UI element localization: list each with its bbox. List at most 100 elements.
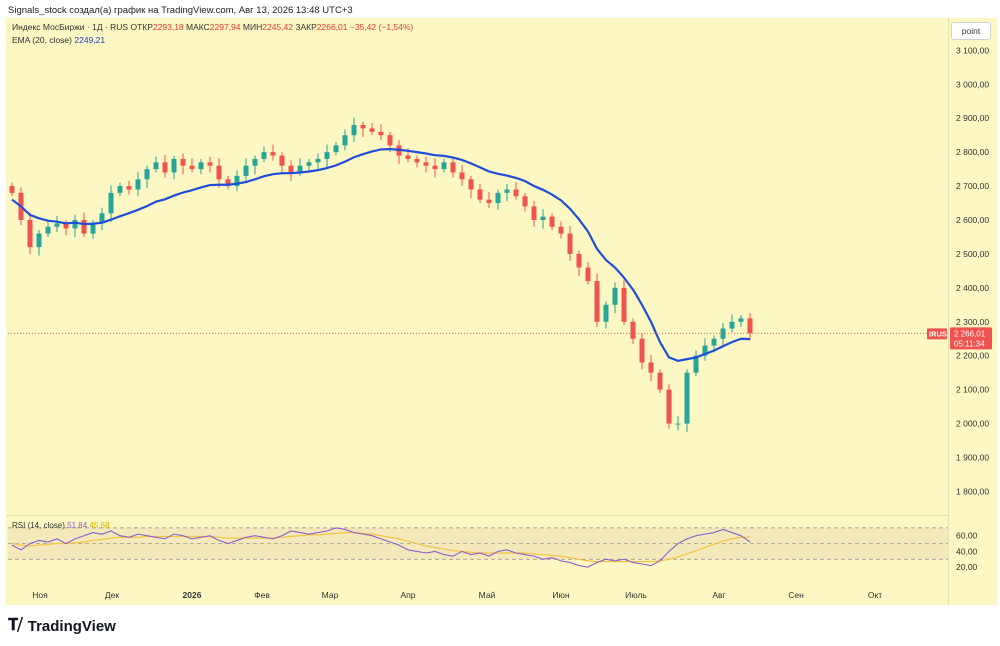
candle-body xyxy=(63,223,69,229)
candle-body xyxy=(504,189,510,193)
time-tick-label: Дек xyxy=(105,590,119,600)
candle-body xyxy=(333,145,339,153)
candle-body xyxy=(180,158,186,166)
rsi-ma-line xyxy=(11,531,750,563)
ohlc-legend: Индекс МосБиржи · 1Д · RUS ОТКР2293,18 М… xyxy=(12,22,413,32)
price-tick-label: 2 100,00 xyxy=(956,385,989,395)
candle-body xyxy=(243,165,249,176)
candle-body xyxy=(27,220,33,248)
time-tick-label: Июн xyxy=(552,590,569,600)
price-tick-label: 2 300,00 xyxy=(956,317,989,327)
high-label: МАКС xyxy=(186,22,210,32)
candle-body xyxy=(576,253,582,268)
time-tick-label: Сен xyxy=(788,590,804,600)
low-label: МИН xyxy=(242,22,263,32)
candle-body xyxy=(630,321,636,339)
price-tick-label: 2 600,00 xyxy=(956,215,989,225)
candle-body xyxy=(666,389,672,424)
candle-body xyxy=(702,345,708,356)
candle-body xyxy=(441,162,447,170)
candle-body xyxy=(657,372,663,390)
price-tick-label: 2 800,00 xyxy=(956,147,989,157)
ema-layer xyxy=(11,147,751,362)
high-value: 2297,94 xyxy=(209,22,241,32)
close-value: 2266,01 xyxy=(316,22,348,32)
candle-body xyxy=(405,155,411,159)
price-tick-label: 2 900,00 xyxy=(956,113,989,123)
candle-body xyxy=(513,189,519,197)
candle-body xyxy=(495,192,501,204)
candle-body xyxy=(711,338,717,346)
candle-body xyxy=(648,362,654,373)
close-label: ЗАКР xyxy=(295,22,317,32)
price-tick-label: 2 000,00 xyxy=(956,419,989,429)
candle-body xyxy=(324,152,330,159)
ema-line xyxy=(11,147,751,362)
candle-body xyxy=(189,165,195,170)
candle-body xyxy=(378,131,384,136)
ema-legend-value: 2249,21 xyxy=(74,35,106,45)
candle-body xyxy=(531,206,537,220)
candle-body xyxy=(486,199,492,204)
candle-body xyxy=(261,152,267,159)
candle-body xyxy=(369,128,375,132)
time-tick-label: Май xyxy=(479,590,496,600)
candle-body xyxy=(693,355,699,373)
candle-body xyxy=(90,223,96,234)
tradingview-logo-icon: 𝐓⧸ xyxy=(8,617,23,634)
candle-body xyxy=(252,158,258,166)
price-tick-label: 2 400,00 xyxy=(956,283,989,293)
candle-body xyxy=(279,155,285,166)
candle-body xyxy=(216,165,222,180)
price-tag-value: 2 266,01 xyxy=(954,329,986,338)
price-tag-bg xyxy=(950,327,992,350)
rsi-line xyxy=(11,527,751,568)
candle-body xyxy=(225,179,231,187)
candle-body xyxy=(135,179,141,190)
rsi-legend: RSI (14, close) 51,84 45,68 xyxy=(12,521,109,530)
candle-body xyxy=(639,338,645,363)
candle-body xyxy=(315,158,321,163)
open-value: 2293,18 xyxy=(152,22,184,32)
ema-legend: EMA (20, close) 2249,21 xyxy=(12,35,105,45)
price-tick-label: 2 200,00 xyxy=(956,351,989,361)
candle-body xyxy=(738,318,744,322)
price-tick-label: 2 500,00 xyxy=(956,249,989,259)
candle-body xyxy=(360,125,366,129)
candle-body xyxy=(549,216,555,227)
candle-body xyxy=(684,372,690,424)
candle-body xyxy=(297,165,303,173)
time-tick-label: Окт xyxy=(868,590,882,600)
rsi-tick-label: 40,00 xyxy=(956,546,978,556)
candle-body xyxy=(423,162,429,166)
candle-body xyxy=(387,135,393,146)
pane-separator[interactable] xyxy=(6,515,948,516)
candle-body xyxy=(342,135,348,146)
candle-body xyxy=(198,162,204,170)
candle-body xyxy=(270,152,276,156)
candle-body xyxy=(603,304,609,322)
rsi-tick-label: 60,00 xyxy=(956,531,978,541)
price-tag-countdown: 05:11:34 xyxy=(954,339,985,348)
price-tick-label: 3 100,00 xyxy=(956,45,989,55)
price-tick-label: 1 800,00 xyxy=(956,486,989,496)
candle-body xyxy=(288,165,294,173)
candle-body xyxy=(459,172,465,180)
candle-body xyxy=(729,321,735,329)
candle-body xyxy=(468,179,474,190)
chart-area[interactable] xyxy=(6,18,997,605)
candle-body xyxy=(234,175,240,187)
candle-body xyxy=(675,423,681,425)
scale-mode-button[interactable]: point xyxy=(951,22,991,40)
time-tick-label: Мар xyxy=(322,590,339,600)
candle-body xyxy=(450,162,456,173)
tradingview-logo-text: TradingView xyxy=(27,617,116,635)
axis-layer: 3 100,00 3 000,00 2 900,00 2 800,00 2 700,00… xyxy=(8,45,992,600)
rsi-legend-value: 51,84 xyxy=(67,521,88,530)
price-tick-label: 3 000,00 xyxy=(956,79,989,89)
candle-body xyxy=(207,162,213,166)
candle-body xyxy=(117,186,123,193)
time-tick-label: Ноя xyxy=(32,590,48,600)
price-tag-ticker-bg xyxy=(927,328,947,340)
candle-body xyxy=(567,233,573,254)
